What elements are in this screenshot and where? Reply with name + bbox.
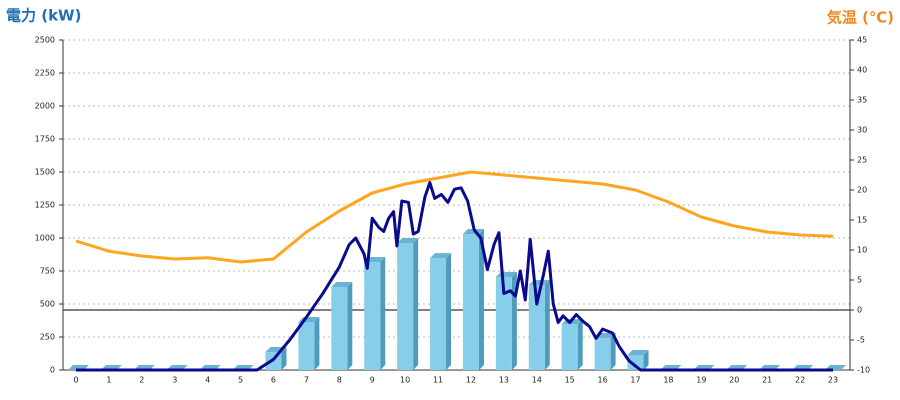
bar xyxy=(495,276,512,370)
x-tick-label: 17 xyxy=(630,376,640,385)
x-tick-label: 9 xyxy=(370,376,375,385)
y2-tick-label: 10 xyxy=(857,246,867,255)
bar xyxy=(561,324,578,370)
bar-side xyxy=(610,333,616,370)
y-tick-label: 250 xyxy=(40,333,55,342)
y-axis-title: 電力 (kW) xyxy=(6,7,81,25)
y-tick-label: 1750 xyxy=(35,135,55,144)
x-tick-label: 11 xyxy=(433,376,443,385)
bar-side xyxy=(544,279,550,370)
x-tick-label: 12 xyxy=(466,376,476,385)
y-tick-label: 2500 xyxy=(35,36,55,45)
x-tick-label: 14 xyxy=(532,376,542,385)
bar-top xyxy=(627,349,649,355)
bar-side xyxy=(577,319,583,370)
x-tick-label: 23 xyxy=(828,376,838,385)
y2-axis-title: 気温 (℃) xyxy=(827,9,894,27)
y-tick-label: 2250 xyxy=(35,69,55,78)
y-tick-label: 0 xyxy=(50,366,55,375)
x-tick-label: 8 xyxy=(337,376,342,385)
x-tick-label: 6 xyxy=(271,376,276,385)
bar-side xyxy=(413,238,419,370)
bar-top xyxy=(430,253,452,259)
y-tick-label: 1500 xyxy=(35,168,55,177)
bar xyxy=(397,243,414,370)
y2-tick-label: 40 xyxy=(857,66,867,75)
bar xyxy=(430,258,447,370)
bar-top xyxy=(331,281,353,287)
y-tick-label: 500 xyxy=(40,300,55,309)
x-tick-label: 21 xyxy=(762,376,772,385)
y-tick-label: 1250 xyxy=(35,201,55,210)
x-tick-label: 20 xyxy=(729,376,739,385)
y2-tick-label: -10 xyxy=(857,366,870,375)
x-tick-label: 7 xyxy=(304,376,309,385)
bar-side xyxy=(281,347,287,370)
bar xyxy=(298,321,315,370)
bar xyxy=(528,284,545,370)
x-tick-label: 1 xyxy=(106,376,111,385)
line xyxy=(75,170,834,264)
x-tick-label: 19 xyxy=(696,376,706,385)
x-tick-label: 13 xyxy=(499,376,509,385)
bar-side xyxy=(446,253,452,370)
y2-tick-label: 15 xyxy=(857,216,867,225)
x-tick-label: 4 xyxy=(205,376,210,385)
x-tick-label: 16 xyxy=(598,376,608,385)
x-tick-label: 22 xyxy=(795,376,805,385)
x-tick-label: 3 xyxy=(172,376,177,385)
y2-tick-label: -5 xyxy=(857,336,865,345)
y2-tick-label: 20 xyxy=(857,186,867,195)
bar xyxy=(331,286,348,370)
bar xyxy=(364,262,381,370)
y2-tick-label: 30 xyxy=(857,126,867,135)
y-tick-label: 2000 xyxy=(35,102,55,111)
bar-top xyxy=(397,238,419,244)
bar-top xyxy=(462,229,484,235)
line xyxy=(76,181,833,372)
bar xyxy=(594,338,611,370)
y2-tick-label: 0 xyxy=(857,306,862,315)
y2-tick-label: 35 xyxy=(857,96,867,105)
bar-side xyxy=(380,257,386,370)
x-tick-label: 5 xyxy=(238,376,243,385)
x-tick-label: 15 xyxy=(565,376,575,385)
y-tick-label: 750 xyxy=(40,267,55,276)
x-tick-label: 2 xyxy=(139,376,144,385)
bar-side xyxy=(478,229,484,370)
y2-tick-label: 45 xyxy=(857,36,867,45)
y-tick-label: 1000 xyxy=(35,234,55,243)
x-tick-label: 18 xyxy=(663,376,673,385)
x-tick-label: 10 xyxy=(400,376,410,385)
bar-side xyxy=(347,281,353,370)
y2-tick-label: 25 xyxy=(857,156,867,165)
bar-side xyxy=(643,349,649,370)
x-tick-label: 0 xyxy=(73,376,78,385)
bar xyxy=(627,354,644,370)
y2-tick-label: 5 xyxy=(857,276,862,285)
bar xyxy=(462,234,479,370)
bar-side xyxy=(314,316,320,370)
